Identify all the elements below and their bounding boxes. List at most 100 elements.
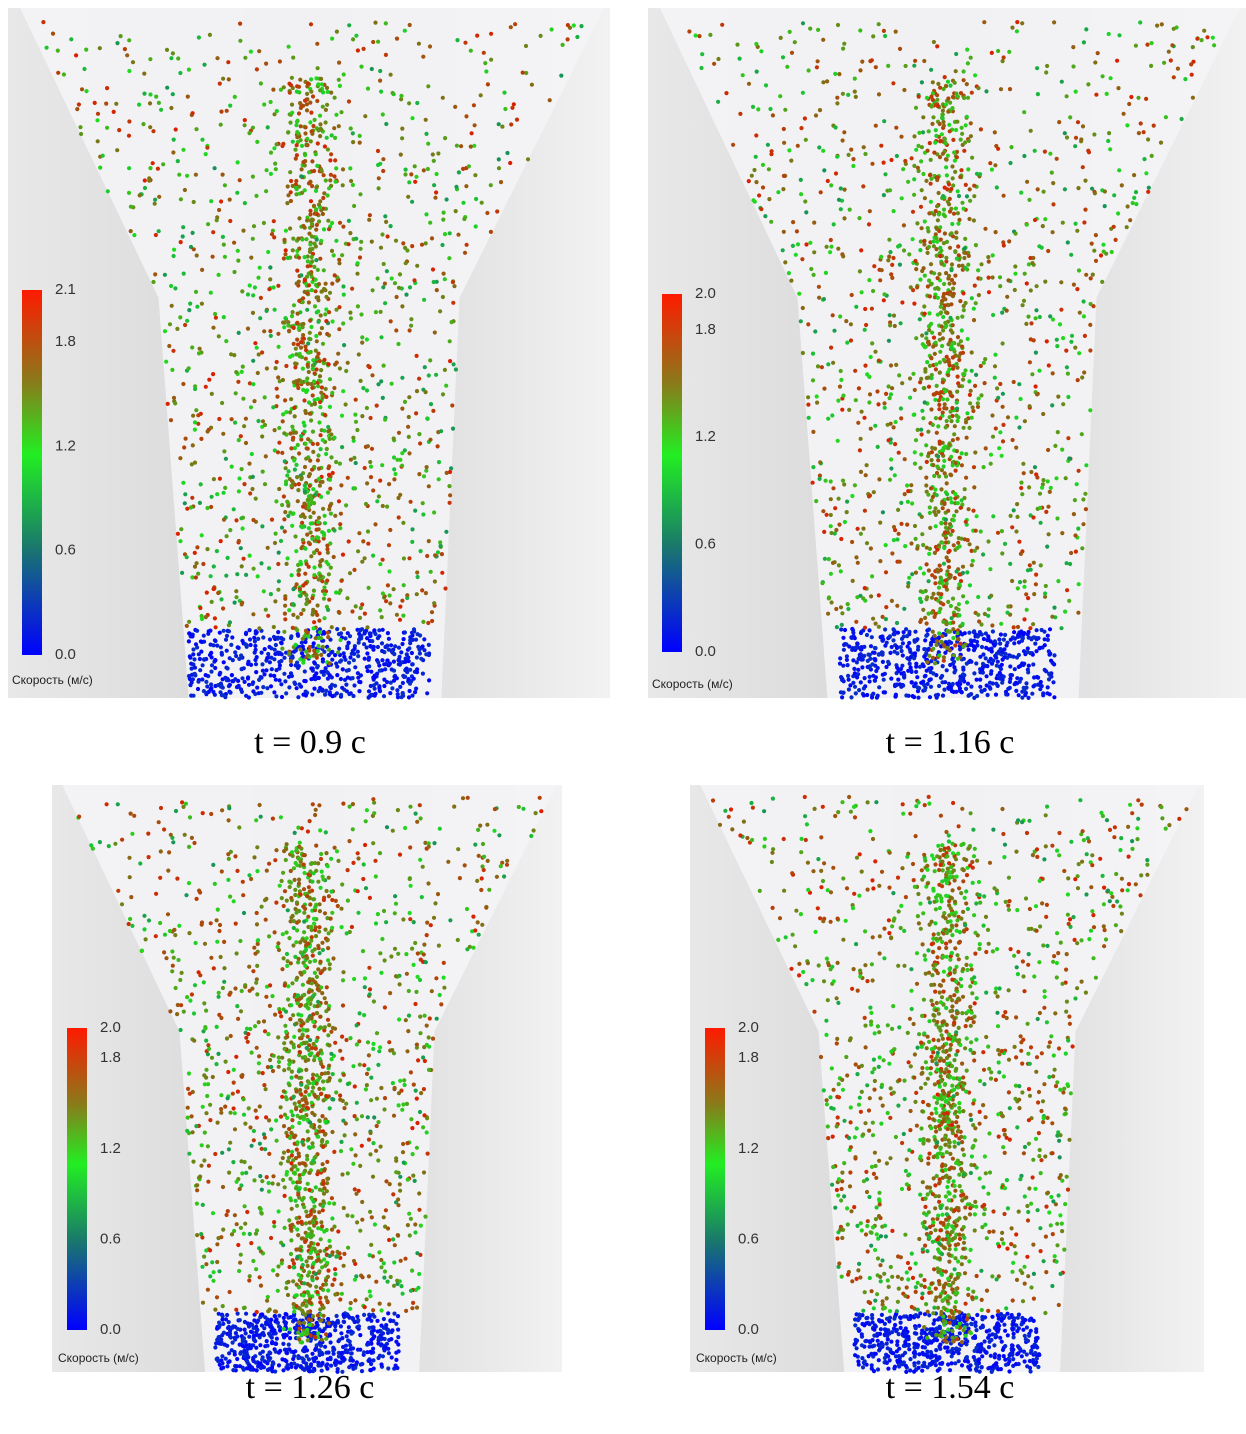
- particle: [242, 424, 246, 428]
- particle: [238, 39, 242, 43]
- particle: [993, 364, 997, 368]
- particle: [307, 181, 311, 185]
- particle: [309, 22, 313, 26]
- particle: [396, 658, 400, 662]
- particle: [337, 61, 341, 65]
- particle: [984, 631, 988, 635]
- particle: [1059, 280, 1063, 284]
- particle: [327, 186, 331, 190]
- particle: [296, 499, 300, 503]
- particle: [944, 425, 948, 429]
- particle: [378, 479, 382, 483]
- particle: [256, 371, 260, 375]
- particle: [927, 385, 931, 389]
- particle: [991, 253, 995, 257]
- particle: [381, 558, 385, 562]
- particle: [342, 627, 346, 631]
- particle: [923, 274, 927, 278]
- particle: [941, 315, 945, 319]
- particle: [295, 153, 299, 157]
- particle: [1024, 592, 1028, 596]
- particle: [191, 677, 195, 681]
- particle: [326, 631, 330, 635]
- particle: [927, 211, 931, 215]
- particle: [316, 644, 320, 648]
- particle: [931, 647, 935, 651]
- particle: [851, 681, 855, 685]
- particle: [197, 35, 201, 39]
- particle: [293, 365, 297, 369]
- particle: [955, 569, 959, 573]
- particle: [863, 364, 867, 368]
- particle: [998, 275, 1002, 279]
- particle: [1076, 186, 1080, 190]
- particle: [437, 477, 441, 481]
- particle: [754, 42, 758, 46]
- particle: [148, 166, 152, 170]
- particle: [970, 369, 974, 373]
- particle: [991, 629, 995, 633]
- particle: [322, 631, 326, 635]
- particle: [345, 596, 349, 600]
- particle: [1035, 66, 1039, 70]
- particle: [1075, 482, 1079, 486]
- particle: [399, 153, 403, 157]
- particle: [787, 148, 791, 152]
- particle: [357, 641, 361, 645]
- particle: [1067, 599, 1071, 603]
- particle: [963, 368, 967, 372]
- particle: [1202, 29, 1206, 33]
- particle: [303, 99, 307, 103]
- particle: [909, 483, 913, 487]
- particle: [218, 671, 222, 675]
- particle: [996, 396, 1000, 400]
- particle: [329, 91, 333, 95]
- particle: [881, 510, 885, 514]
- particle: [425, 554, 429, 558]
- particle: [310, 255, 314, 259]
- particle: [298, 647, 302, 651]
- particle: [339, 512, 343, 516]
- particle: [325, 103, 329, 107]
- particle: [862, 686, 866, 690]
- particle: [254, 629, 258, 633]
- particle: [963, 487, 967, 491]
- particle: [318, 331, 322, 335]
- particle: [142, 72, 146, 76]
- particle: [799, 126, 803, 130]
- particle: [849, 338, 853, 342]
- particle: [262, 589, 266, 593]
- particle: [324, 387, 328, 391]
- particle: [964, 123, 968, 127]
- particle: [359, 606, 363, 610]
- particle: [165, 48, 169, 52]
- particle: [986, 693, 990, 697]
- particle: [920, 333, 924, 337]
- particle: [948, 129, 952, 133]
- particle: [455, 38, 459, 42]
- particle: [887, 238, 891, 242]
- particle: [229, 352, 233, 356]
- particle: [1065, 365, 1069, 369]
- particle: [311, 430, 315, 434]
- particle: [290, 425, 294, 429]
- particle: [415, 354, 419, 358]
- particle: [1074, 90, 1078, 94]
- particle: [942, 655, 946, 659]
- particle: [931, 80, 935, 84]
- particle: [926, 340, 930, 344]
- particle: [981, 652, 985, 656]
- particle: [856, 527, 860, 531]
- particle: [987, 276, 991, 280]
- panel: 2.11.81.20.60.0Скорость (м/с)t = 0.9 c: [8, 8, 610, 761]
- particle: [935, 465, 939, 469]
- particle: [941, 664, 945, 668]
- particle: [310, 217, 314, 221]
- particle: [252, 399, 256, 403]
- particle: [322, 429, 326, 433]
- particle: [804, 242, 808, 246]
- particle: [949, 292, 953, 296]
- particle: [1015, 676, 1019, 680]
- particle: [977, 619, 981, 623]
- particle: [1034, 649, 1038, 653]
